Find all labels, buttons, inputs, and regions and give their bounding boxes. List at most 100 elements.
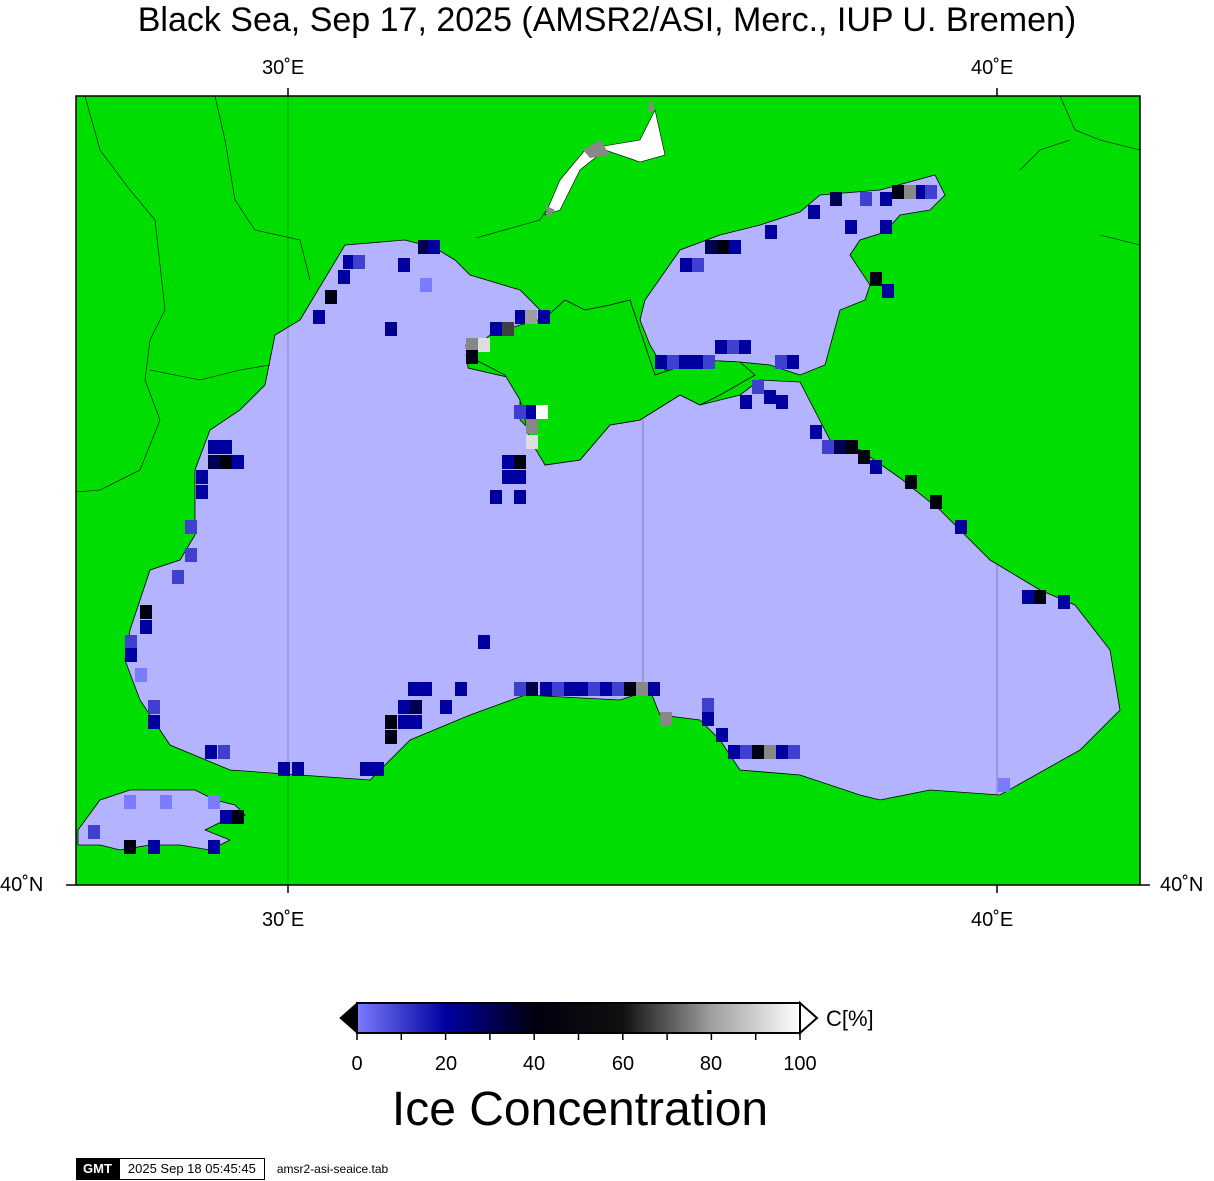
ice-cell [655,355,667,369]
ice-cell [385,322,397,336]
ice-cell [955,520,967,534]
ice-cell [208,440,220,454]
ice-cell [776,745,788,759]
ice-cell [925,185,937,199]
ice-cell [787,355,799,369]
sea-of-marmara [77,789,246,851]
ice-cell [739,340,751,354]
ice-cell [717,240,729,254]
ice-cell [398,715,410,729]
top-tick-30e: 30˚E [262,57,305,79]
ice-cell [702,698,714,712]
sivash-lagoon [544,109,666,216]
ice-cell [466,338,478,352]
bottom-tick-40e: 40˚E [971,909,1014,931]
ice-cell [540,682,552,696]
ice-cell [125,648,137,662]
ice-cell [679,355,691,369]
ice-cell [88,825,100,839]
ice-cell [703,355,715,369]
ice-cell [172,570,184,584]
gmt-timestamp: GMT 2025 Sep 18 05:45:45 amsr2-asi-seaic… [76,1158,388,1180]
ice-cell [208,455,220,469]
ice-cell [680,258,692,272]
ice-cell [764,745,776,759]
ice-cell [428,240,440,254]
ice-cell [705,240,717,254]
ice-cell [752,380,764,394]
ice-cell [576,682,588,696]
ice-cell [514,490,526,504]
ice-cell [514,470,526,484]
ice-cell [418,240,430,254]
ice-cell [338,270,350,284]
ice-cell [845,220,857,234]
timestamp-text: 2025 Sep 18 05:45:45 [118,1158,265,1180]
ice-cell [232,810,244,824]
ice-cell [702,712,714,726]
colorbar-label-0: 0 [351,1053,363,1075]
ice-cell [998,778,1010,792]
ice-cell [220,440,232,454]
ice-cell [515,310,527,324]
crimea [465,299,756,466]
ice-concentration-cells [88,185,1070,854]
black-sea-map [66,88,1150,893]
bottom-tick-30e: 30˚E [262,909,305,931]
ice-cell [196,470,208,484]
ice-cell [292,762,304,776]
ice-cell [372,762,384,776]
ice-cell [410,700,422,714]
ice-cell [1022,590,1034,604]
ice-cell [846,440,858,454]
ice-cell [148,715,160,729]
ice-cell [514,682,526,696]
ice-cell [776,395,788,409]
colorbar-label-100: 100 [783,1053,817,1075]
ice-cell [667,355,679,369]
ice-cell [692,258,704,272]
ice-cell [185,520,197,534]
colorbar-title: Ice Concentration [391,1083,769,1136]
colorbar-unit: C[%] [826,1006,874,1031]
ice-cell [420,682,432,696]
ice-cell [385,730,397,744]
colorbar-bar [356,1002,801,1034]
ice-cell [930,495,942,509]
ice-cell [715,340,727,354]
ice-cell [360,762,372,776]
ice-cell [1058,595,1070,609]
ice-cell [727,340,739,354]
ice-cell [490,322,502,336]
ice-cell [588,682,600,696]
ice-cell [220,810,232,824]
ice-cell [218,745,230,759]
ice-cell [502,470,514,484]
ice-cell [232,455,244,469]
ice-cell [538,310,550,324]
ice-cell [808,205,820,219]
ice-cell [208,840,220,854]
ice-cell [205,745,217,759]
ice-cell [526,682,538,696]
ice-cell [514,455,526,469]
ice-cell [208,795,220,809]
ice-cell [775,355,787,369]
ice-cell [343,255,355,269]
ice-cell [125,635,137,649]
ice-cell [140,605,152,619]
ice-cell [728,745,740,759]
ice-cell [691,355,703,369]
ice-cell [858,450,870,464]
ice-cell [564,682,576,696]
ice-cell [716,728,728,742]
ice-cell [810,425,822,439]
ice-cell [830,192,842,206]
colorbar-high-triangle [799,1000,819,1036]
colorbar-label-20: 20 [434,1053,458,1075]
ice-cell [440,700,452,714]
ice-cell [135,668,147,682]
ice-cell [624,682,636,696]
ice-cell [882,284,894,298]
ice-cell [765,225,777,239]
